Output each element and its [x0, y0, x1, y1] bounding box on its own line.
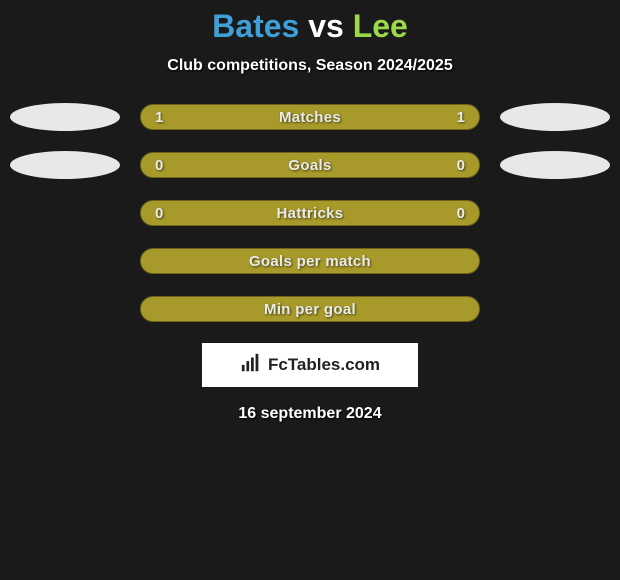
stat-bar: Min per goal — [140, 296, 480, 322]
stat-right-value: 0 — [457, 205, 465, 222]
stat-row: 0 Hattricks 0 — [0, 199, 620, 227]
stat-row: 1 Matches 1 — [0, 103, 620, 131]
stat-label: Matches — [279, 109, 341, 126]
stat-bar: 0 Hattricks 0 — [140, 200, 480, 226]
right-ellipse — [500, 151, 610, 179]
stat-bar: Goals per match — [140, 248, 480, 274]
stat-row: Min per goal — [0, 295, 620, 323]
title-player2: Lee — [353, 8, 408, 44]
stat-row: Goals per match — [0, 247, 620, 275]
right-ellipse — [500, 247, 610, 275]
stat-row: 0 Goals 0 — [0, 151, 620, 179]
stat-left-value: 0 — [155, 157, 163, 174]
infographic-root: Bates vs Lee Club competitions, Season 2… — [0, 0, 620, 423]
stat-label: Hattricks — [277, 205, 344, 222]
title-player1: Bates — [212, 8, 299, 44]
right-ellipse — [500, 295, 610, 323]
brand-text: FcTables.com — [268, 355, 380, 375]
left-ellipse — [10, 151, 120, 179]
brand-badge: FcTables.com — [202, 343, 418, 387]
stat-label: Goals per match — [249, 253, 371, 270]
stat-left-value: 0 — [155, 205, 163, 222]
title-vs: vs — [308, 8, 344, 44]
stat-right-value: 0 — [457, 157, 465, 174]
left-ellipse — [10, 199, 120, 227]
subtitle: Club competitions, Season 2024/2025 — [0, 57, 620, 75]
stat-rows: 1 Matches 1 0 Goals 0 0 Hattricks 0 Goals per mat… — [0, 103, 620, 323]
stat-right-value: 1 — [457, 109, 465, 126]
left-ellipse — [10, 103, 120, 131]
right-ellipse — [500, 103, 610, 131]
left-ellipse — [10, 295, 120, 323]
stat-left-value: 1 — [155, 109, 163, 126]
stat-label: Min per goal — [264, 301, 356, 318]
chart-icon — [240, 352, 262, 379]
stat-bar: 0 Goals 0 — [140, 152, 480, 178]
stat-label: Goals — [288, 157, 331, 174]
date: 16 september 2024 — [0, 405, 620, 423]
left-ellipse — [10, 247, 120, 275]
stat-bar: 1 Matches 1 — [140, 104, 480, 130]
right-ellipse — [500, 199, 610, 227]
title: Bates vs Lee — [0, 8, 620, 45]
